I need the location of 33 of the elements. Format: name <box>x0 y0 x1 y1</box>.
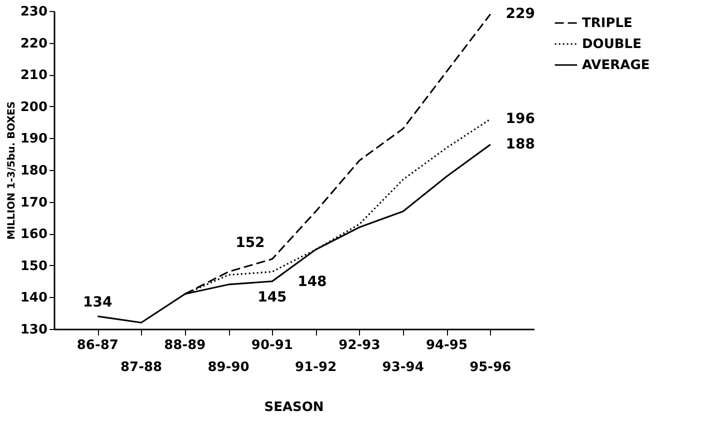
x-tick-label: 88-89 <box>164 338 206 353</box>
x-axis-title: SEASON <box>264 400 324 415</box>
annotation: 188 <box>506 136 535 153</box>
y-tick-label: 140 <box>20 290 48 306</box>
y-tick-label: 200 <box>20 100 48 115</box>
legend-label: TRIPLE <box>582 16 632 31</box>
legend-label: AVERAGE <box>582 58 650 73</box>
legend-label: DOUBLE <box>582 37 642 52</box>
annotation: 134 <box>83 294 112 310</box>
annotation: 145 <box>258 289 287 306</box>
x-tick-label: 93-94 <box>382 360 424 375</box>
y-tick-label: 230 <box>20 4 48 20</box>
x-tick-label: 86-87 <box>76 338 118 353</box>
x-tick-label: 94-95 <box>426 338 468 353</box>
y-tick-label: 160 <box>20 227 48 242</box>
annotation: 229 <box>506 6 535 22</box>
y-tick-label: 180 <box>20 164 48 178</box>
y-tick-label: 150 <box>20 258 48 274</box>
annotation: 196 <box>506 111 535 128</box>
x-tick-label: 90-91 <box>251 338 293 353</box>
y-tick-label: 220 <box>20 36 48 52</box>
y-axis-title: MILLION 1-3/5bu. BOXES <box>6 101 18 240</box>
x-tick-label: 92-93 <box>338 338 380 353</box>
x-tick-label: 95-96 <box>470 360 512 375</box>
y-tick-label: 210 <box>20 68 48 84</box>
x-tick-label: 89-90 <box>208 360 250 375</box>
y-tick-label: 170 <box>20 195 48 210</box>
x-tick-label: 91-92 <box>295 360 337 375</box>
y-tick-label: 190 <box>20 132 48 147</box>
annotation: 152 <box>236 235 265 252</box>
x-tick-label: 87-88 <box>120 360 162 375</box>
y-tick-label: 130 <box>20 322 48 338</box>
annotation: 148 <box>298 274 327 290</box>
